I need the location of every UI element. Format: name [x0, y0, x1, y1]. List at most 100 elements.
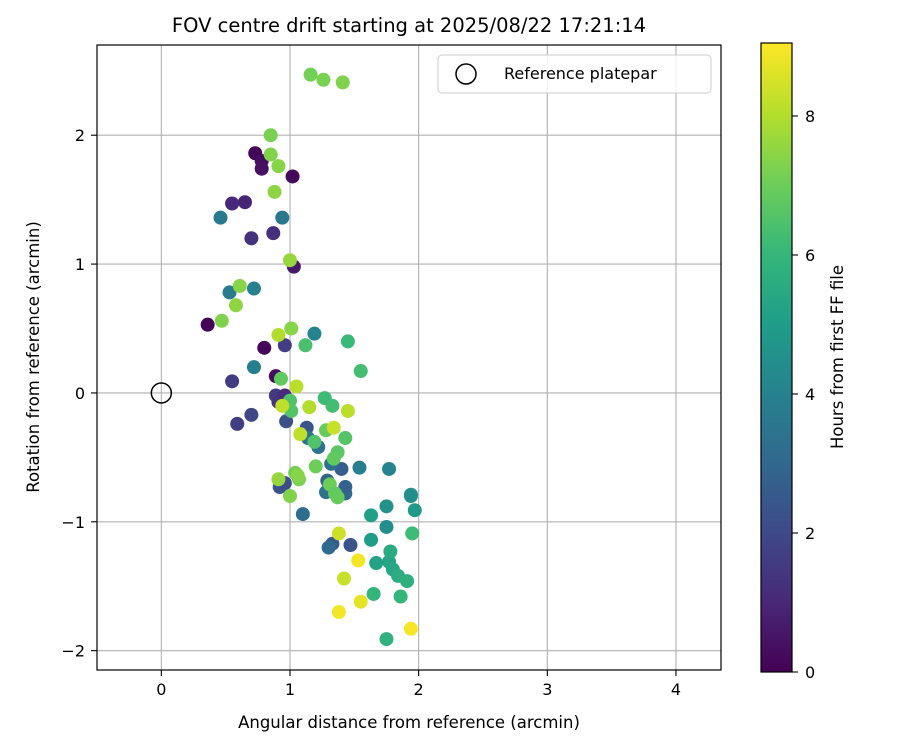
- data-point: [254, 161, 269, 176]
- x-axis-ticks: 0 1 2 3 4: [156, 670, 681, 699]
- data-point: [303, 67, 318, 82]
- x-tick-label: 3: [542, 680, 552, 699]
- data-point: [335, 75, 350, 90]
- colorbar-gradient: [760, 42, 793, 673]
- data-point: [338, 480, 353, 495]
- data-point: [400, 574, 415, 589]
- data-point: [343, 538, 358, 552]
- data-point: [325, 398, 340, 413]
- colorbar-tick-label: 8: [805, 107, 815, 126]
- data-point: [366, 586, 381, 601]
- data-point: [263, 147, 278, 162]
- grid-lines: [97, 45, 721, 670]
- data-point: [290, 468, 305, 483]
- data-point: [393, 589, 408, 604]
- data-point: [307, 434, 322, 449]
- data-point: [225, 196, 240, 211]
- colorbar-label: Hours from first FF file: [828, 265, 847, 449]
- data-point: [403, 621, 418, 636]
- x-tick-label: 1: [285, 680, 295, 699]
- plot-frame: [96, 44, 722, 671]
- data-point: [405, 526, 420, 541]
- colorbar-tick-label: 6: [805, 246, 815, 265]
- colorbar-tick-label: 2: [805, 524, 815, 543]
- data-point: [382, 461, 397, 476]
- y-axis-label: Rotation from reference (arcmin): [24, 221, 43, 493]
- data-point: [364, 532, 379, 547]
- legend-entry-reference: Reference platepar: [504, 64, 657, 83]
- x-tick-label: 0: [156, 680, 166, 699]
- data-point: [379, 499, 394, 514]
- data-point: [364, 508, 379, 523]
- data-point: [298, 338, 313, 353]
- reference-point: [150, 382, 173, 404]
- legend: Reference platepar: [437, 54, 712, 94]
- y-axis-ticks: −2 −1 0 1 2: [61, 126, 97, 661]
- colorbar-tick-label: 0: [805, 663, 815, 682]
- colorbar-ticks: 0 2 4 6 8: [792, 107, 815, 682]
- data-point: [277, 338, 292, 353]
- data-point: [351, 553, 366, 568]
- data-point: [282, 489, 297, 504]
- data-point: [379, 519, 394, 534]
- data-point: [244, 231, 259, 246]
- data-points: [200, 67, 422, 647]
- data-point: [289, 379, 304, 394]
- data-point: [338, 431, 353, 446]
- colorbar-tick-label: 4: [805, 385, 815, 404]
- chart-title: FOV centre drift starting at 2025/08/22 …: [172, 14, 646, 37]
- data-point: [340, 334, 355, 349]
- data-point: [266, 226, 281, 241]
- data-point: [308, 459, 323, 474]
- y-tick-label: 1: [75, 255, 85, 274]
- data-point: [383, 544, 398, 559]
- data-point: [246, 360, 261, 375]
- data-point: [285, 169, 300, 184]
- data-point: [379, 632, 394, 647]
- data-point: [230, 416, 245, 431]
- data-point: [228, 298, 243, 313]
- data-point: [352, 460, 367, 475]
- x-tick-label: 2: [414, 680, 424, 699]
- data-point: [267, 184, 282, 199]
- data-point: [326, 451, 341, 466]
- data-point: [257, 340, 272, 355]
- reference-marker: [150, 382, 173, 404]
- data-point: [337, 571, 352, 586]
- plot-background: [97, 45, 721, 670]
- data-point: [271, 472, 286, 487]
- data-point: [331, 526, 346, 541]
- x-tick-label: 4: [671, 680, 681, 699]
- data-point: [271, 159, 286, 174]
- data-point: [326, 420, 341, 435]
- data-point: [244, 407, 259, 422]
- data-point: [403, 489, 418, 504]
- data-point: [214, 313, 229, 328]
- data-point: [275, 210, 290, 225]
- data-point: [200, 317, 215, 332]
- data-point: [293, 427, 308, 442]
- data-point: [307, 326, 322, 341]
- data-point: [340, 403, 355, 418]
- legend-marker: [455, 63, 477, 85]
- data-point: [232, 278, 247, 293]
- plot-area: 0 1 2 3 4 −2 −1 0 1 2: [61, 44, 722, 699]
- data-point: [275, 398, 290, 413]
- data-point: [271, 327, 286, 342]
- data-point: [353, 594, 368, 609]
- data-point: [369, 556, 384, 571]
- y-tick-label: 2: [75, 126, 85, 145]
- data-point: [279, 414, 294, 429]
- data-point: [295, 507, 310, 522]
- data-point: [237, 195, 252, 210]
- colorbar: 0 2 4 6 8 Hours from first FF file: [760, 42, 847, 682]
- data-point: [330, 490, 345, 505]
- data-point: [331, 605, 346, 620]
- data-point: [321, 540, 336, 555]
- x-axis-label: Angular distance from reference (arcmin): [238, 713, 580, 732]
- data-point: [316, 72, 331, 87]
- data-point: [353, 364, 368, 379]
- y-tick-label: 0: [75, 384, 85, 403]
- legend-box: [437, 54, 712, 94]
